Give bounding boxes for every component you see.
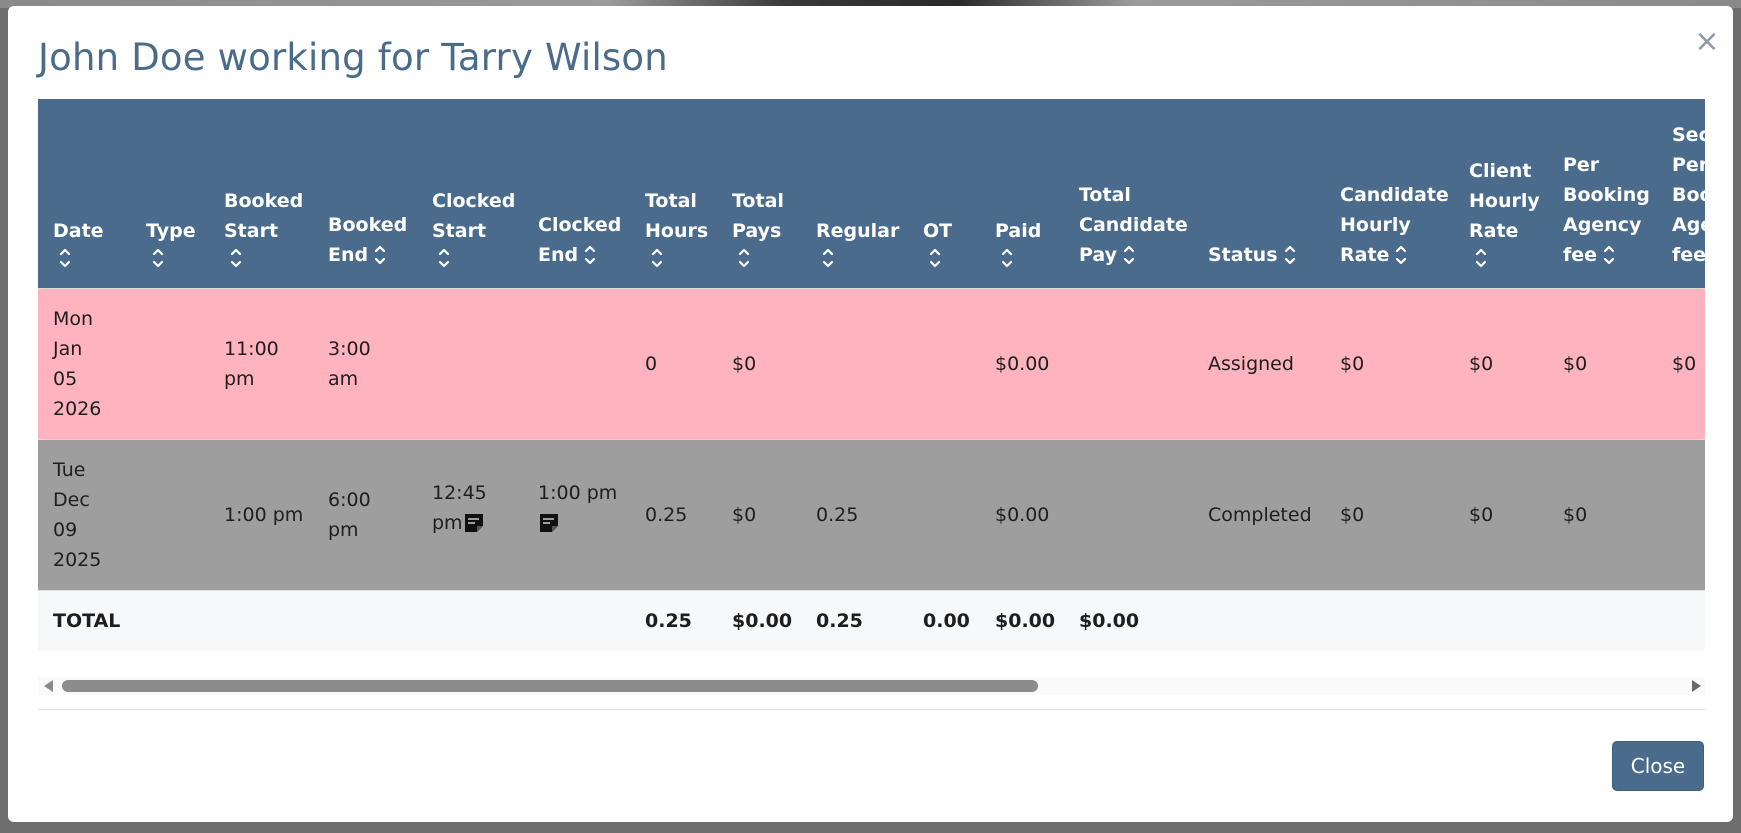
cell-client-hourly-rate: $0 <box>1454 287 1548 439</box>
cell-clocked-end <box>523 287 630 439</box>
cell-type <box>131 438 209 590</box>
table-row[interactable]: Mon Jan 05 2026 11:00 pm 3:00 am 0 $0 $0.00 A… <box>38 287 1705 439</box>
total-pays-sum: $0.00 <box>717 589 801 651</box>
col-header-clocked-end[interactable]: Clocked End <box>523 99 630 288</box>
note-icon[interactable] <box>463 512 485 534</box>
close-button[interactable]: Close <box>1612 741 1704 791</box>
sort-icon[interactable] <box>584 243 596 267</box>
cell-regular <box>801 287 908 439</box>
close-icon[interactable]: × <box>1694 24 1720 59</box>
bookings-table-container: Date Type Booked Start Booked End Clocked S… <box>38 99 1705 657</box>
col-header-date[interactable]: Date <box>38 99 131 288</box>
sort-icon[interactable] <box>1284 243 1296 267</box>
sort-icon[interactable] <box>1395 243 1407 267</box>
cell-clocked-end: 1:00 pm <box>523 438 630 590</box>
sort-icon[interactable] <box>738 246 750 270</box>
sort-icon[interactable] <box>1475 246 1487 270</box>
col-header-booked-start[interactable]: Booked Start <box>209 99 313 288</box>
sort-icon[interactable] <box>152 246 164 270</box>
total-candidate-pay-sum: $0.00 <box>1064 589 1193 651</box>
scroll-right-arrow-icon[interactable] <box>1692 680 1701 692</box>
cell-paid: $0.00 <box>980 287 1064 439</box>
sort-icon[interactable] <box>1123 243 1135 267</box>
col-header-ot[interactable]: OT <box>908 99 980 288</box>
cell-regular: 0.25 <box>801 438 908 590</box>
cell-per-booking-agency-fee: $0 <box>1548 438 1657 590</box>
scroll-left-arrow-icon[interactable] <box>44 680 53 692</box>
footer-divider <box>38 709 1705 710</box>
total-hours-sum: 0.25 <box>630 589 717 651</box>
col-header-status[interactable]: Status <box>1193 99 1325 288</box>
sort-icon[interactable] <box>374 243 386 267</box>
cell-candidate-hourly-rate: $0 <box>1325 287 1454 439</box>
sort-icon[interactable] <box>929 246 941 270</box>
cell-date: Tue Dec 09 2025 <box>38 438 131 590</box>
col-header-candidate-hourly-rate[interactable]: Candidate Hourly Rate <box>1325 99 1454 288</box>
cell-total-pays: $0 <box>717 287 801 439</box>
cell-second-per-booking-agency-fee: $0 <box>1657 287 1705 439</box>
cell-type <box>131 287 209 439</box>
col-header-regular[interactable]: Regular <box>801 99 908 288</box>
modal-title: John Doe working for Tarry Wilson <box>38 36 668 79</box>
horizontal-scrollbar[interactable] <box>38 677 1705 695</box>
col-header-client-hourly-rate[interactable]: Client Hourly Rate <box>1454 99 1548 288</box>
sort-icon[interactable] <box>651 246 663 270</box>
cell-total-hours: 0 <box>630 287 717 439</box>
total-regular-sum: 0.25 <box>801 589 908 651</box>
col-header-second-per-booking-agency-fee[interactable]: SecoPerBooAgefee <box>1657 99 1705 288</box>
col-header-paid[interactable]: Paid <box>980 99 1064 288</box>
col-header-total-candidate-pay[interactable]: Total Candidate Pay <box>1064 99 1193 288</box>
sort-icon[interactable] <box>438 246 450 270</box>
cell-status: Assigned <box>1193 287 1325 439</box>
cell-candidate-hourly-rate: $0 <box>1325 438 1454 590</box>
cell-per-booking-agency-fee: $0 <box>1548 287 1657 439</box>
sort-icon[interactable] <box>59 246 71 270</box>
cell-booked-start: 1:00 pm <box>209 438 313 590</box>
cell-client-hourly-rate: $0 <box>1454 438 1548 590</box>
bookings-table: Date Type Booked Start Booked End Clocked S… <box>38 99 1705 651</box>
scrollbar-thumb[interactable] <box>62 680 1038 692</box>
cell-clocked-start: 12:45 pm <box>417 438 523 590</box>
cell-second-per-booking-agency-fee <box>1657 438 1705 590</box>
page-backdrop <box>0 0 1741 8</box>
col-header-total-pays[interactable]: Total Pays <box>717 99 801 288</box>
booking-details-modal: John Doe working for Tarry Wilson × Date… <box>8 6 1733 822</box>
cell-total-pays: $0 <box>717 438 801 590</box>
total-ot-sum: 0.00 <box>908 589 980 651</box>
sort-icon[interactable] <box>822 246 834 270</box>
sort-icon[interactable] <box>1603 243 1615 267</box>
sort-icon[interactable] <box>230 246 242 270</box>
cell-booked-end: 3:00 am <box>313 287 417 439</box>
note-icon[interactable] <box>538 512 560 534</box>
total-paid-sum: $0.00 <box>980 589 1064 651</box>
total-row: TOTAL 0.25 $0.00 0.25 0.00 $0.00 $0.00 <box>38 589 1705 651</box>
col-header-booked-end[interactable]: Booked End <box>313 99 417 288</box>
cell-status: Completed <box>1193 438 1325 590</box>
cell-ot <box>908 287 980 439</box>
col-header-total-hours[interactable]: Total Hours <box>630 99 717 288</box>
cell-booked-start: 11:00 pm <box>209 287 313 439</box>
cell-total-candidate-pay <box>1064 287 1193 439</box>
cell-booked-end: 6:00 pm <box>313 438 417 590</box>
cell-total-candidate-pay <box>1064 438 1193 590</box>
cell-clocked-start <box>417 287 523 439</box>
col-header-per-booking-agency-fee[interactable]: Per Booking Agency fee <box>1548 99 1657 288</box>
col-header-type[interactable]: Type <box>131 99 209 288</box>
cell-total-hours: 0.25 <box>630 438 717 590</box>
table-header-row: Date Type Booked Start Booked End Clocked S… <box>38 99 1705 288</box>
table-row[interactable]: Tue Dec 09 2025 1:00 pm 6:00 pm 12:45 pm 1:00… <box>38 438 1705 590</box>
cell-paid: $0.00 <box>980 438 1064 590</box>
cell-ot <box>908 438 980 590</box>
sort-icon[interactable] <box>1001 246 1013 270</box>
cell-date: Mon Jan 05 2026 <box>38 287 131 439</box>
total-label: TOTAL <box>38 589 131 651</box>
col-header-clocked-start[interactable]: Clocked Start <box>417 99 523 288</box>
